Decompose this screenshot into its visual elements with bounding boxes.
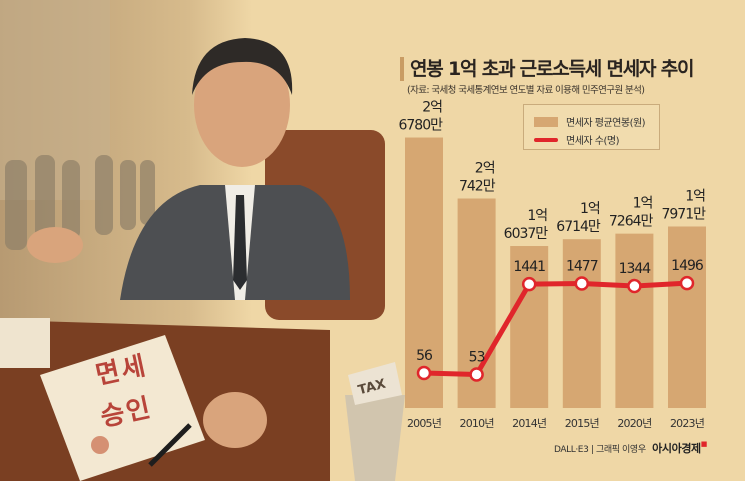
- legend-swatch-line: [534, 137, 558, 142]
- credit-text: DALL·E3 | 그래픽 이영우: [553, 445, 646, 455]
- x-tick-label: 2015년: [565, 417, 599, 430]
- x-tick-label: 2005년: [407, 417, 441, 430]
- bar-label-line1: 1억: [527, 208, 547, 224]
- bar-label-line1: 2억: [422, 100, 442, 116]
- credit: DALL·E3 | 그래픽 이영우 아시아경제■: [554, 440, 707, 456]
- line-point: [679, 275, 695, 291]
- raised-hand: [27, 227, 83, 263]
- bar-2015년: [562, 239, 601, 408]
- line-point: [469, 367, 484, 382]
- legend-label-bar: 면세자 평균연봉(원): [566, 118, 646, 129]
- bar-2005년: [405, 137, 443, 408]
- approval-document: [40, 335, 205, 481]
- wastebasket: [345, 395, 405, 481]
- seal-stamp: [91, 436, 109, 454]
- bar-label-line2: 7264만: [609, 214, 654, 230]
- line-data-label: 1344: [619, 261, 652, 277]
- bar-label-line1: 1억: [685, 188, 705, 204]
- line-point: [416, 365, 432, 381]
- queue-of-people: [5, 155, 155, 250]
- legend-label-line: 면세자 수(명): [566, 136, 619, 147]
- x-tick-label: 2020년: [617, 417, 651, 430]
- brand-logo: 아시아경제: [652, 442, 701, 455]
- x-tick-label: 2014년: [512, 417, 546, 430]
- bar-2014년: [510, 246, 549, 408]
- line-point: [574, 276, 590, 291]
- bar-label-line2: 6714만: [556, 219, 601, 235]
- bar-label-line2: 6037만: [504, 226, 549, 242]
- line-data-label: 1496: [671, 258, 704, 274]
- paper-stack: [0, 318, 50, 368]
- bar-label-line2: 6780만: [398, 118, 443, 134]
- line-data-label: 56: [416, 348, 433, 364]
- line-series: [423, 280, 688, 378]
- line-point: [521, 276, 537, 292]
- bar-label-line2: 742만: [459, 179, 496, 195]
- line-data-label: 53: [469, 350, 485, 366]
- bar-2023년: [668, 226, 706, 408]
- bar-label-line1: 1억: [580, 201, 600, 217]
- line-data-label: 1477: [566, 258, 598, 274]
- pen: [148, 423, 192, 467]
- bar-2020년: [615, 233, 654, 408]
- bar-label-line1: 2억: [475, 161, 495, 177]
- line-data-label: 1441: [513, 259, 545, 275]
- legend-swatch-bar: [534, 116, 558, 127]
- chart-title: 연봉 1억 초과 근로소득세 면세자 추이: [400, 57, 694, 81]
- chart-source: (자료: 국세청 국세통계연보 연도별 자료 이용해 민주연구원 분석): [407, 85, 645, 96]
- bar-label-line2: 7971만: [661, 206, 706, 222]
- businessman: [120, 38, 350, 300]
- x-tick-label: 2023년: [670, 417, 704, 430]
- legend-item-bar: 면세자 평균연봉(원): [534, 114, 646, 129]
- line-point: [627, 278, 642, 294]
- legend-item-line: 면세자 수(명): [534, 132, 619, 147]
- tax-paper: [348, 362, 402, 405]
- x-tick-label: 2010년: [460, 417, 494, 430]
- bar-label-line1: 1억: [633, 196, 653, 212]
- brand-mark-icon: ■: [700, 440, 708, 448]
- desk-hand: [203, 392, 267, 448]
- legend: 면세자 평균연봉(원) 면세자 수(명): [523, 104, 660, 150]
